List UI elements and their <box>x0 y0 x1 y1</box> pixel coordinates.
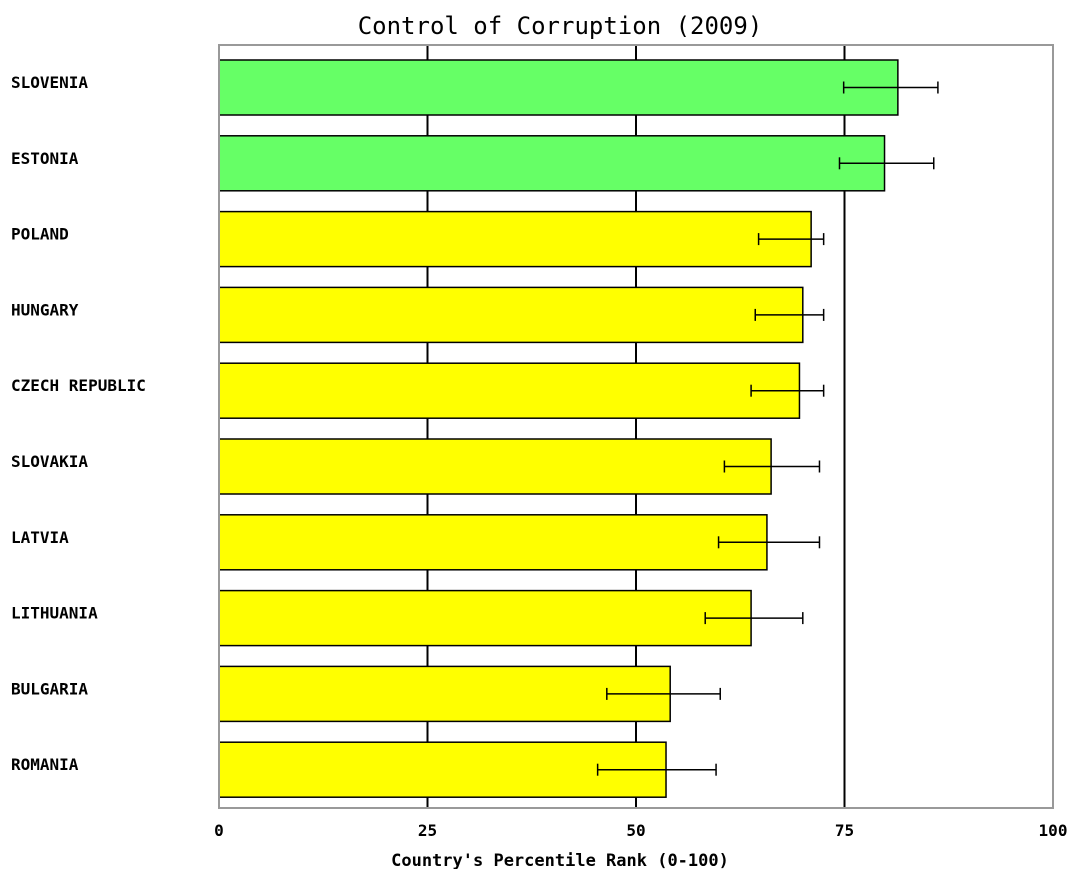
x-tick-labels-layer: 0 25 50 75 100 <box>214 821 1067 840</box>
x-tick-label: 100 <box>1039 821 1068 840</box>
bar-bulgaria <box>218 665 671 723</box>
x-tick-label: 50 <box>626 821 645 840</box>
chart-title: Control of Corruption (2009) <box>358 12 763 40</box>
bar-slovakia <box>218 438 772 495</box>
bar-estonia <box>218 135 886 192</box>
x-tick-label: 0 <box>214 821 224 840</box>
category-labels-layer: SLOVENIA ESTONIA POLAND HUNGARY CZECH REPUBL… <box>11 73 146 774</box>
category-label: POLAND <box>11 225 69 244</box>
error-bars-layer <box>596 81 939 776</box>
bars-layer <box>218 59 899 798</box>
x-axis-label: Country's Percentile Rank (0-100) <box>391 851 729 869</box>
bar-czech-republic <box>218 362 801 419</box>
category-label: LATVIA <box>11 528 69 547</box>
category-label: ESTONIA <box>11 149 79 168</box>
bar-hungary <box>218 286 804 344</box>
category-label: LITHUANIA <box>11 604 98 623</box>
bar-latvia <box>218 514 768 571</box>
category-label: SLOVAKIA <box>11 452 88 471</box>
bar-poland <box>218 210 812 268</box>
bar-romania <box>218 741 667 798</box>
x-tick-label: 75 <box>835 821 854 840</box>
category-label: SLOVENIA <box>11 73 88 92</box>
bar-slovenia <box>218 59 899 116</box>
category-label: ROMANIA <box>11 755 79 774</box>
plot-frame <box>218 44 1054 809</box>
bar-lithuania <box>218 589 752 647</box>
category-label: HUNGARY <box>11 300 79 319</box>
category-label: BULGARIA <box>11 679 88 698</box>
category-label: CZECH REPUBLIC <box>11 376 146 395</box>
x-tick-label: 25 <box>418 821 437 840</box>
